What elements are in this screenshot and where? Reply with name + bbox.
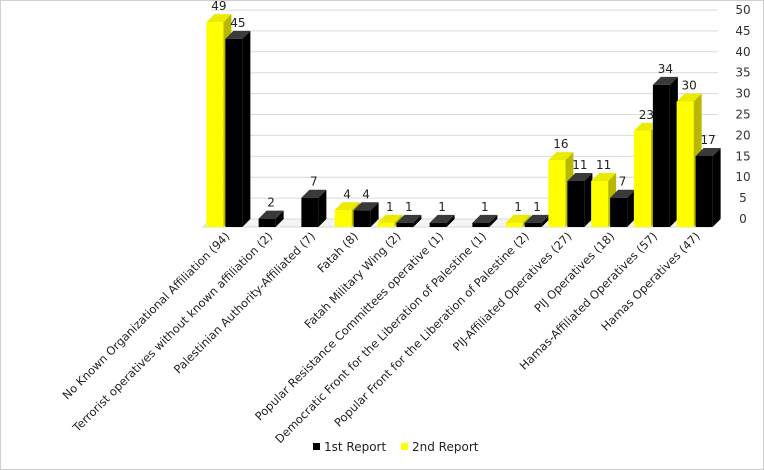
data-label: 34 [658,62,673,76]
y-tick-label: 15 [735,149,750,163]
bar-0-11 [695,147,721,227]
data-label: 7 [619,175,627,189]
bar-0-3 [353,202,379,227]
data-label: 1 [514,200,522,214]
category-label: PIJ Operatives (18) [531,229,617,315]
y-tick-label: 40 [735,45,750,59]
legend-swatch [313,443,320,450]
bar-0-2 [301,189,327,227]
bar-0-1 [258,210,284,227]
data-label: 1 [481,200,489,214]
category-label: No Known Organizational Affiliation (94) [60,229,233,402]
y-tick-label: 50 [735,3,750,17]
category-label: Popular Front for the Liberation of Pale… [331,229,531,429]
bar-0-6 [472,214,498,227]
y-tick-label: 25 [735,108,750,122]
bar-0-9 [610,189,636,227]
y-tick-label: 45 [735,24,750,38]
legend-swatch [401,443,408,450]
y-tick-label: 10 [735,170,750,184]
bar-0-8 [567,173,593,227]
data-label: 23 [639,108,654,122]
data-label: 2 [267,196,275,210]
data-label: 11 [596,158,611,172]
bar-0-5 [429,214,455,227]
y-tick-label: 20 [735,128,750,142]
y-tick-label: 30 [735,87,750,101]
data-label: 4 [343,187,351,201]
data-label: 11 [572,158,587,172]
data-label: 1 [533,200,541,214]
data-label: 4 [362,187,370,201]
data-label: 16 [553,137,568,151]
data-label: 30 [681,79,696,93]
data-label: 45 [230,16,245,30]
data-label: 17 [700,133,715,147]
legend-label: 2nd Report [412,440,479,454]
data-label: 7 [310,175,318,189]
bar-0-0 [225,30,251,228]
data-label: 49 [211,0,226,13]
data-label: 1 [386,200,394,214]
bar-0-10 [652,76,678,227]
y-tick-label: 5 [739,191,747,205]
category-label: Terrorist operatives without known affil… [69,229,275,435]
data-label: 1 [405,200,413,214]
legend-label: 1st Report [324,440,386,454]
bar-0-7 [524,214,550,227]
data-label: 1 [438,200,446,214]
legend: 1st Report 2nd Report [313,440,479,454]
y-tick-label: 0 [739,212,747,226]
y-tick-label: 35 [735,66,750,80]
bar-0-4 [396,214,422,227]
